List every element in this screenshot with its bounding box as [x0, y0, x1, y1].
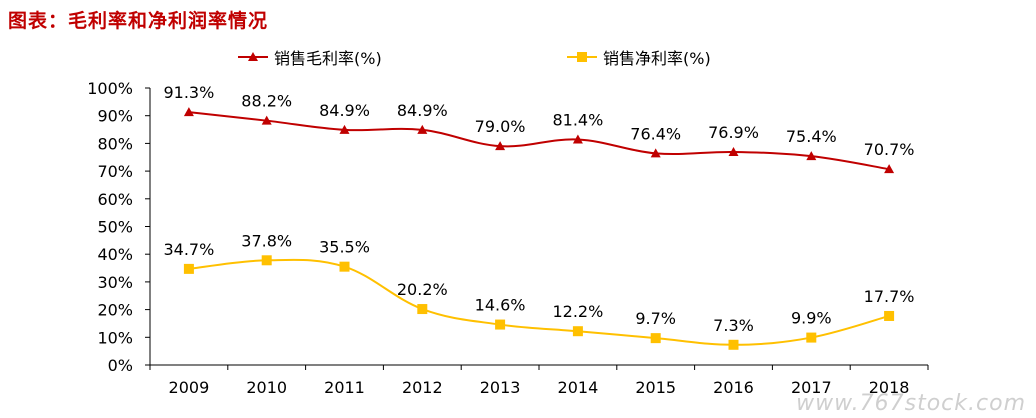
data-label: 14.6%: [475, 296, 526, 315]
y-tick-label: 30%: [97, 273, 133, 292]
y-tick-label: 0%: [108, 356, 133, 375]
data-point-marker: [572, 326, 583, 337]
data-label: 76.4%: [630, 124, 681, 143]
data-label: 35.5%: [319, 238, 370, 257]
x-tick-label: 2016: [713, 378, 754, 397]
series-line-1: [188, 258, 890, 346]
data-point-marker: [261, 115, 272, 125]
data-point-marker: [728, 146, 739, 156]
y-tick-label: 90%: [97, 107, 133, 126]
data-point-marker: [495, 141, 506, 151]
data-label: 88.2%: [241, 92, 292, 111]
data-label: 7.3%: [713, 316, 754, 335]
legend-label-gross-margin: 销售毛利率(%): [274, 49, 382, 68]
legend-label-net-margin: 销售净利率(%): [603, 49, 711, 68]
x-tick-label: 2014: [558, 378, 599, 397]
y-tick-label: 20%: [97, 301, 133, 320]
x-tick-label: 2018: [869, 378, 910, 397]
data-point-marker: [183, 263, 194, 274]
data-label: 17.7%: [864, 287, 915, 306]
x-tick-label: 2012: [402, 378, 443, 397]
data-label: 75.4%: [786, 127, 837, 146]
data-label: 81.4%: [552, 111, 603, 130]
data-label: 79.0%: [475, 117, 526, 136]
x-tick-label: 2009: [169, 378, 210, 397]
data-label: 84.9%: [397, 101, 448, 120]
x-tick-label: 2011: [324, 378, 365, 397]
data-point-marker: [650, 333, 661, 344]
data-point-marker: [572, 134, 583, 144]
y-tick-label: 60%: [97, 190, 133, 209]
data-point-marker: [650, 148, 661, 158]
data-label: 12.2%: [552, 302, 603, 321]
data-point-marker: [884, 310, 895, 321]
data-label: 84.9%: [319, 101, 370, 120]
y-tick-label: 80%: [97, 134, 133, 153]
y-tick-label: 50%: [97, 218, 133, 237]
chart-legend: 销售毛利率(%) 销售净利率(%): [0, 44, 1036, 74]
data-point-marker: [806, 332, 817, 343]
data-point-marker: [495, 319, 506, 330]
page-title: 图表：毛利率和净利润率情况: [8, 10, 269, 32]
x-tick-label: 2010: [246, 378, 287, 397]
x-tick-label: 2015: [635, 378, 676, 397]
y-tick-label: 40%: [97, 245, 133, 264]
data-point-marker: [183, 107, 194, 117]
data-point-marker: [884, 164, 895, 174]
data-point-marker: [417, 124, 428, 134]
data-point-marker: [339, 124, 350, 134]
data-label: 37.8%: [241, 231, 292, 250]
data-label: 70.7%: [864, 140, 915, 159]
legend-marker-triangle-icon: [238, 52, 268, 61]
x-tick-label: 2013: [480, 378, 521, 397]
y-tick-label: 10%: [97, 328, 133, 347]
series-line-0: [188, 111, 890, 171]
data-label: 34.7%: [163, 240, 214, 259]
data-label: 9.9%: [791, 309, 832, 328]
x-tick-label: 2017: [791, 378, 832, 397]
legend-item-net-margin: 销售净利率(%): [567, 44, 711, 70]
data-label: 91.3%: [163, 83, 214, 102]
data-point-marker: [261, 255, 272, 266]
data-point-marker: [806, 151, 817, 161]
y-tick-label: 70%: [97, 162, 133, 181]
watermark: www.767stock.com: [796, 391, 1026, 416]
data-label: 9.7%: [635, 309, 676, 328]
legend-marker-square-icon: [567, 52, 597, 62]
data-point-marker: [728, 339, 739, 350]
y-tick-label: 100%: [87, 79, 133, 98]
legend-item-gross-margin: 销售毛利率(%): [238, 44, 382, 70]
data-point-marker: [417, 304, 428, 315]
data-point-marker: [339, 261, 350, 272]
data-label: 76.9%: [708, 123, 759, 142]
data-label: 20.2%: [397, 280, 448, 299]
